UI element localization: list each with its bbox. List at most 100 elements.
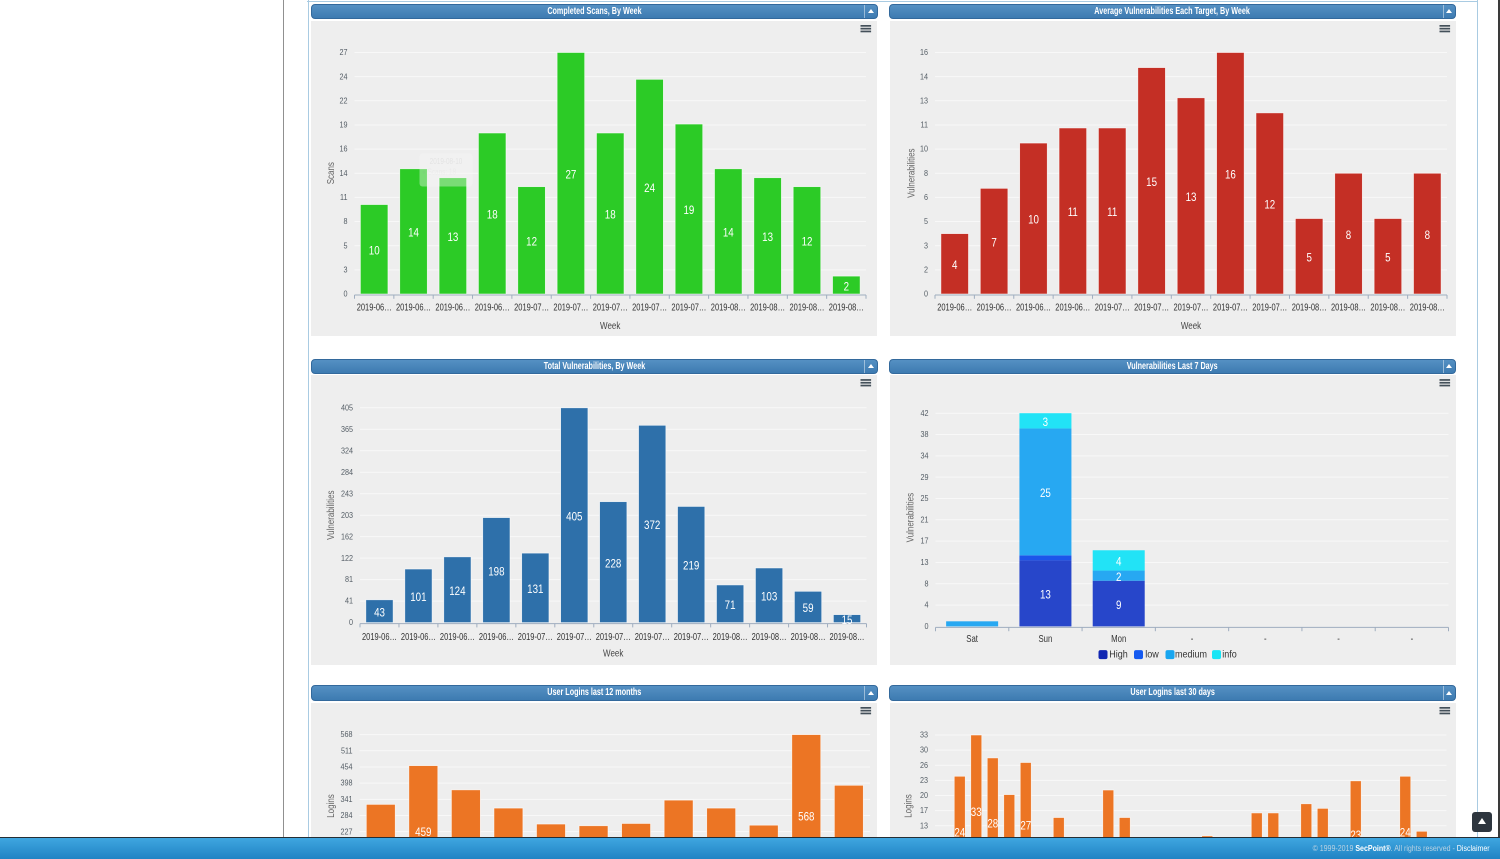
svg-text:2019-08…: 2019-08… [829,301,864,312]
svg-text:33: 33 [920,730,928,739]
svg-text:medium: medium [1175,650,1207,662]
svg-text:5: 5 [924,216,928,225]
svg-text:13: 13 [762,231,773,244]
svg-text:219: 219 [683,560,699,573]
svg-text:2: 2 [1116,572,1121,585]
svg-text:2019-06…: 2019-06… [401,631,436,642]
svg-text:0: 0 [343,289,347,298]
svg-text:2019-08…: 2019-08… [1410,301,1445,312]
svg-text:8: 8 [1346,229,1351,242]
svg-text:14: 14 [723,226,734,239]
svg-text:2019-08…: 2019-08… [752,631,787,642]
svg-text:High: High [1109,650,1127,662]
svg-text:2019-07…: 2019-07… [514,301,549,312]
svg-text:2019-07…: 2019-07… [553,301,588,312]
svg-text:2019-08…: 2019-08… [790,301,825,312]
svg-text:41: 41 [345,597,353,606]
svg-text:16: 16 [920,47,928,56]
svg-text:5: 5 [343,240,347,249]
svg-text:2019-08…: 2019-08… [713,631,748,642]
svg-text:2019-07…: 2019-07… [674,631,709,642]
svg-text:8: 8 [343,216,347,225]
svg-text:2019-07…: 2019-07… [593,301,628,312]
svg-text:Logins: Logins [325,794,336,818]
svg-text:22: 22 [339,96,347,105]
svg-text:568: 568 [340,730,352,739]
svg-text:info: info [1222,650,1237,662]
svg-text:2019-06…: 2019-06… [440,631,475,642]
svg-text:0: 0 [924,289,928,298]
svg-text:131: 131 [527,584,543,597]
svg-text:228: 228 [605,558,621,571]
svg-text:● Scans: 18: ● Scans: 18 [422,166,456,176]
svg-text:Scans: Scans [325,161,336,184]
svg-text:16: 16 [339,144,347,153]
svg-text:4: 4 [1116,556,1121,569]
svg-text:21: 21 [920,515,928,524]
svg-text:2019-08…: 2019-08… [791,631,826,642]
svg-text:-: - [1337,633,1340,644]
svg-text:12: 12 [1264,198,1275,211]
svg-text:43: 43 [374,607,385,620]
svg-text:25: 25 [920,494,928,503]
svg-text:16: 16 [1225,168,1236,181]
svg-text:284: 284 [340,811,353,820]
svg-text:Vulnerabilities: Vulnerabilities [904,493,915,543]
svg-text:2019-08…: 2019-08… [1331,301,1366,312]
svg-text:Vulnerabilities: Vulnerabilities [905,148,916,198]
svg-text:Mon: Mon [1111,633,1126,644]
svg-text:243: 243 [341,489,353,498]
svg-text:2019-07…: 2019-07… [632,301,667,312]
svg-text:459: 459 [415,827,431,838]
svg-text:2019-07…: 2019-07… [671,301,706,312]
svg-text:2: 2 [844,280,849,293]
svg-text:14: 14 [339,168,348,177]
svg-text:24: 24 [1400,827,1411,838]
svg-text:3: 3 [1043,417,1048,430]
svg-text:13: 13 [1040,589,1051,602]
svg-text:Week: Week [600,319,621,330]
svg-text:2019-07…: 2019-07… [1174,301,1209,312]
svg-text:203: 203 [341,511,353,520]
svg-text:372: 372 [644,520,660,533]
svg-text:18: 18 [487,209,498,222]
svg-text:13: 13 [920,96,928,105]
svg-text:13: 13 [920,821,928,830]
svg-text:Week: Week [1181,319,1202,330]
svg-text:2019-07…: 2019-07… [1095,301,1130,312]
svg-text:Sun: Sun [1038,633,1052,644]
svg-text:2: 2 [924,265,928,274]
svg-text:2019-06…: 2019-06… [362,631,397,642]
svg-text:5: 5 [1306,251,1311,264]
svg-text:-: - [1191,633,1194,644]
svg-text:398: 398 [340,778,352,787]
svg-text:6: 6 [924,192,928,201]
svg-text:14: 14 [920,71,929,80]
svg-text:10: 10 [920,144,928,153]
svg-text:59: 59 [803,603,814,616]
svg-text:2019-06…: 2019-06… [1055,301,1090,312]
svg-text:28: 28 [987,818,998,831]
svg-text:19: 19 [339,120,347,129]
svg-text:2019-06…: 2019-06… [435,301,470,312]
svg-text:2019-07…: 2019-07… [635,631,670,642]
svg-text:24: 24 [644,182,655,195]
svg-text:27: 27 [565,168,576,181]
svg-text:-: - [1264,633,1267,644]
svg-text:13: 13 [447,231,458,244]
svg-text:11: 11 [921,120,928,129]
svg-text:10: 10 [369,244,380,257]
svg-text:198: 198 [488,566,504,579]
svg-text:2019-07…: 2019-07… [1252,301,1287,312]
svg-text:365: 365 [341,425,353,434]
svg-text:341: 341 [340,795,352,804]
svg-text:2019-08…: 2019-08… [750,301,785,312]
svg-text:33: 33 [971,806,982,819]
svg-text:11: 11 [1107,206,1117,219]
svg-text:18: 18 [605,209,616,222]
svg-text:24: 24 [954,827,965,838]
svg-text:24: 24 [339,71,348,80]
svg-text:2019-07…: 2019-07… [596,631,631,642]
svg-text:2019-07…: 2019-07… [518,631,553,642]
svg-text:-: - [1411,633,1414,644]
